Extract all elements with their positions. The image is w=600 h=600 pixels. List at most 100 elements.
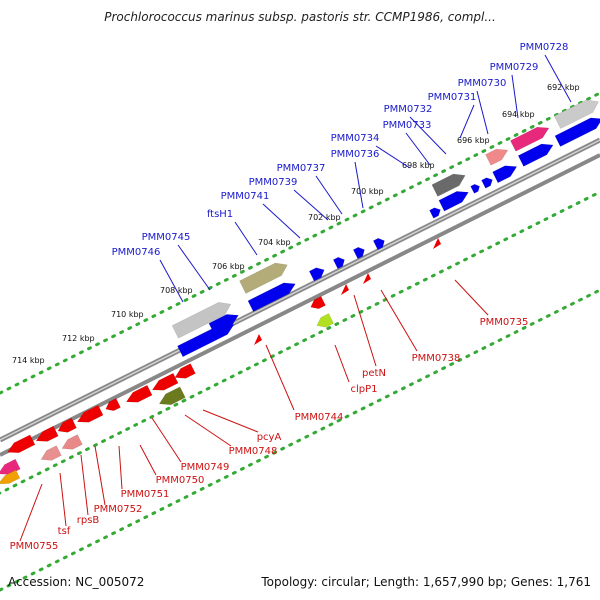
forward-cds-12 — [517, 143, 554, 167]
kbp-tick-label: 706 kbp — [212, 262, 245, 271]
feature-orange-1 — [0, 469, 21, 485]
reverse-gene-leader — [454, 279, 489, 316]
feature-olive-1 — [239, 262, 288, 294]
forward-gene-leader — [354, 161, 364, 209]
kbp-tick-label: 696 kbp — [457, 136, 490, 145]
forward-gene-leader — [177, 244, 211, 291]
forward-cds-5 — [352, 247, 365, 260]
reverse-cds-5 — [57, 417, 77, 433]
reverse-gene-leader — [202, 409, 259, 433]
forward-gene-label[interactable]: PMM0746 — [112, 247, 161, 258]
forward-cds-9 — [470, 183, 480, 194]
reverse-cds-7 — [7, 434, 36, 453]
reverse-gene-label[interactable]: PMM0750 — [156, 475, 205, 486]
forward-gene-leader — [375, 145, 411, 169]
reverse-gene-label[interactable]: PMM0735 — [480, 317, 529, 328]
reverse-gene-leader — [80, 454, 89, 516]
reverse-gene-leader — [118, 445, 123, 490]
forward-gene-leader — [459, 104, 475, 139]
forward-gene-label[interactable]: PMM0737 — [277, 163, 326, 174]
reverse-cds-2 — [125, 384, 153, 403]
feature-grey-1 — [171, 302, 232, 339]
forward-gene-label[interactable]: PMM0741 — [221, 191, 270, 202]
forward-cds-6 — [372, 238, 385, 251]
forward-cds-13 — [554, 117, 600, 147]
reverse-cds-0 — [174, 363, 196, 379]
feature-pink-1 — [485, 148, 509, 166]
forward-cds-4 — [332, 257, 345, 270]
forward-gene-leader — [262, 203, 301, 239]
reverse-gene-leader — [334, 344, 350, 383]
reverse-gene-label[interactable]: PMM0748 — [229, 446, 278, 457]
kbp-tick-label: 694 kbp — [502, 110, 535, 119]
reverse-gene-leader — [59, 472, 67, 527]
reverse-gene-label[interactable]: PMM0738 — [412, 353, 461, 364]
forward-gene-label[interactable]: PMM0732 — [384, 104, 433, 115]
forward-gene-label[interactable]: PMM0731 — [428, 92, 477, 103]
forward-gene-label[interactable]: PMM0739 — [249, 177, 298, 188]
reverse-gene-label[interactable]: clpP1 — [350, 384, 377, 395]
reverse-gene-leader — [265, 344, 295, 411]
forward-cds-10 — [481, 177, 493, 189]
reverse-gene-label[interactable]: rpsB — [77, 515, 100, 526]
feature-olive-2 — [158, 386, 186, 405]
feature-magenta-1 — [510, 126, 550, 152]
reverse-mark-0 — [254, 334, 262, 345]
reverse-gene-leader — [184, 414, 232, 447]
reverse-cds-6 — [35, 425, 59, 442]
forward-cds-7 — [429, 207, 441, 219]
reverse-gene-leader — [380, 289, 418, 352]
reverse-gene-label[interactable]: PMM0755 — [10, 541, 59, 552]
backbone-strand — [0, 137, 600, 457]
forward-gene-leader — [511, 74, 519, 119]
reverse-gene-label[interactable]: petN — [362, 368, 386, 379]
forward-gene-leader — [293, 189, 329, 221]
reverse-gene-leader — [151, 417, 182, 463]
forward-gene-label[interactable]: PMM0734 — [331, 133, 380, 144]
forward-gene-label[interactable]: PMM0728 — [520, 42, 569, 53]
reverse-gene-label[interactable]: tsf — [58, 526, 71, 537]
reverse-gene-label[interactable]: PMM0749 — [181, 462, 230, 473]
forward-gene-label[interactable]: ftsH1 — [207, 209, 233, 220]
forward-gene-leader — [405, 132, 431, 166]
reverse-mark-1 — [341, 284, 349, 295]
forward-gene-label[interactable]: PMM0729 — [490, 62, 539, 73]
gene-features — [0, 99, 600, 485]
reverse-gene-label[interactable]: PMM0744 — [295, 412, 344, 423]
reverse-cds-1 — [151, 372, 179, 391]
backbone-highlight — [0, 139, 600, 441]
forward-gene-leader — [315, 175, 343, 215]
forward-gene-leader — [409, 116, 447, 155]
forward-gene-label[interactable]: PMM0745 — [142, 232, 191, 243]
backbone-line-lower — [0, 153, 600, 457]
forward-cds-3 — [308, 267, 325, 282]
reverse-gene-label[interactable]: pcyA — [257, 432, 282, 443]
reverse-gene-leader — [353, 294, 377, 367]
kbp-tick-label: 712 kbp — [62, 334, 95, 343]
forward-cds-2 — [247, 282, 296, 312]
accession-text: Accession: NC_005072 — [8, 575, 145, 589]
reverse-cds-3 — [105, 398, 121, 412]
forward-gene-label[interactable]: PMM0736 — [331, 149, 380, 160]
forward-gene-label[interactable]: PMM0733 — [383, 120, 432, 131]
forward-cds-11 — [492, 165, 518, 184]
kbp-tick-label: 698 kbp — [402, 161, 435, 170]
forward-gene-label[interactable]: PMM0730 — [458, 78, 507, 89]
reverse-gene-leader — [19, 483, 43, 542]
kbp-tick-label: 700 kbp — [351, 187, 384, 196]
forward-gene-leader — [544, 54, 572, 103]
reverse-gene-label[interactable]: PMM0751 — [121, 489, 170, 500]
dotted-line-2 — [0, 288, 600, 592]
reverse-mark-3 — [433, 238, 441, 249]
forward-cds-1 — [208, 314, 239, 335]
feature-lime-1 — [316, 313, 334, 328]
forward-cds-8 — [438, 191, 469, 212]
forward-gene-leader — [476, 90, 489, 135]
reverse-gene-leader — [94, 445, 106, 506]
kbp-tick-label: 714 kbp — [12, 356, 45, 365]
reverse-mark-2 — [363, 273, 371, 284]
reverse-gene-label[interactable]: PMM0752 — [94, 504, 143, 515]
forward-gene-leader — [234, 221, 258, 256]
dotted-line-1 — [0, 190, 600, 495]
